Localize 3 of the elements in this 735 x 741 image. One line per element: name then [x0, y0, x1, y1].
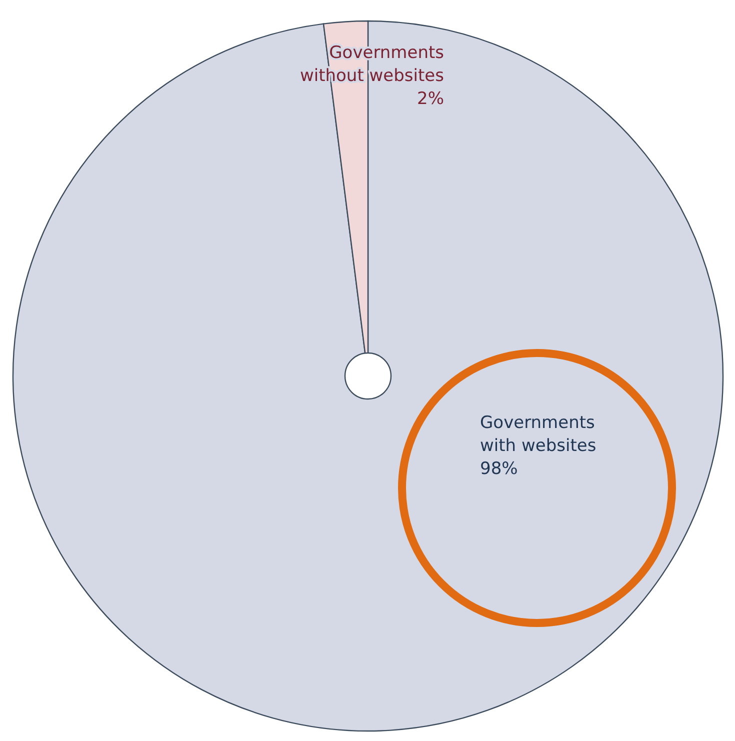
data-label: 2%	[417, 89, 444, 109]
data-label: 98%	[480, 459, 518, 479]
slice-label: Governments with websites	[480, 413, 596, 456]
